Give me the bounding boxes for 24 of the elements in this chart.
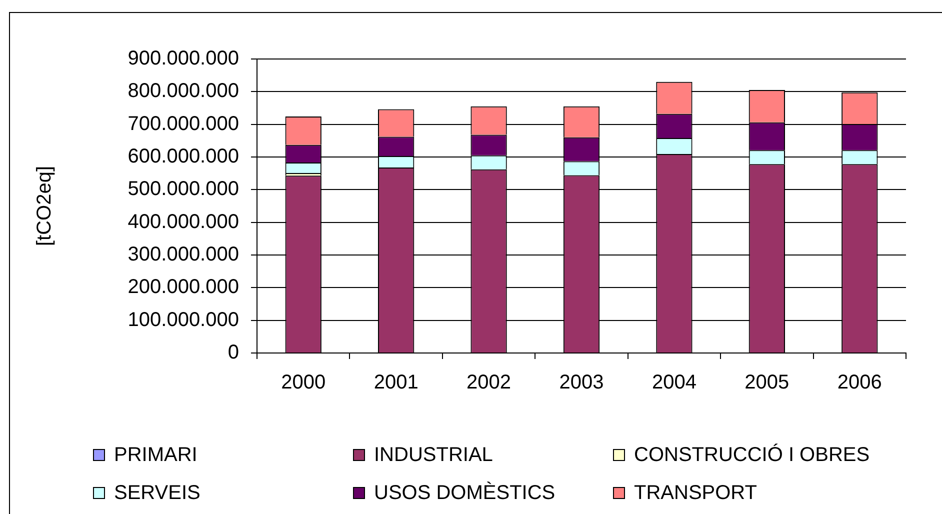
x-tick-label: 2000 — [281, 372, 326, 394]
x-tick-label: 2001 — [374, 372, 418, 394]
legend-label: TRANSPORT — [634, 482, 757, 504]
x-tick-label: 2003 — [559, 372, 604, 394]
legend-label: USOS DOMÈSTICS — [374, 482, 556, 504]
y-tick-label: 300.000.000 — [128, 244, 239, 266]
y-tick-label: 700.000.000 — [128, 112, 239, 135]
y-tick-label: 500.000.000 — [128, 178, 239, 200]
legend-label: SERVEIS — [114, 482, 200, 504]
y-axis-title: [tCO2eq] — [34, 166, 56, 246]
legend-label: CONSTRUCCIÓ I OBRES — [634, 444, 870, 466]
x-tick-label: 2006 — [837, 372, 882, 394]
legend-label: INDUSTRIAL — [374, 444, 493, 466]
x-tick-label: 2005 — [744, 372, 790, 394]
legend-label: PRIMARI — [114, 444, 198, 466]
y-tick-label: 200.000.000 — [128, 276, 239, 298]
y-tick-label: 100.000.000 — [128, 308, 239, 331]
y-tick-label: 0 — [228, 342, 239, 364]
y-tick-label: 400.000.000 — [128, 210, 239, 233]
y-tick-label: 900.000.000 — [128, 48, 239, 70]
y-tick-label: 800.000.000 — [128, 80, 239, 102]
y-tick-label: 600.000.000 — [128, 146, 239, 168]
x-tick-label: 2004 — [652, 372, 696, 394]
x-tick-label: 2002 — [466, 372, 512, 394]
